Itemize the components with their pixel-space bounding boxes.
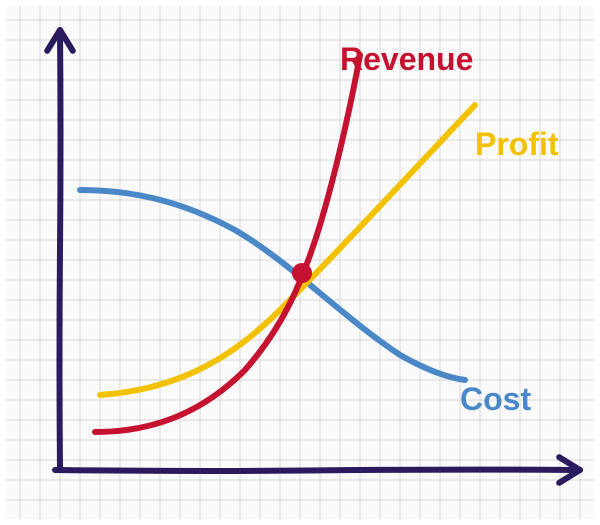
- y-axis: [59, 30, 60, 470]
- intersection-marker: [292, 263, 312, 283]
- profit-label: Profit: [475, 126, 559, 162]
- revenue-label: Revenue: [340, 41, 473, 77]
- cost-label: Cost: [460, 381, 531, 417]
- sketch-chart: Revenue Profit Cost: [0, 0, 600, 525]
- chart-container: Revenue Profit Cost: [0, 0, 600, 525]
- x-axis: [55, 470, 580, 471]
